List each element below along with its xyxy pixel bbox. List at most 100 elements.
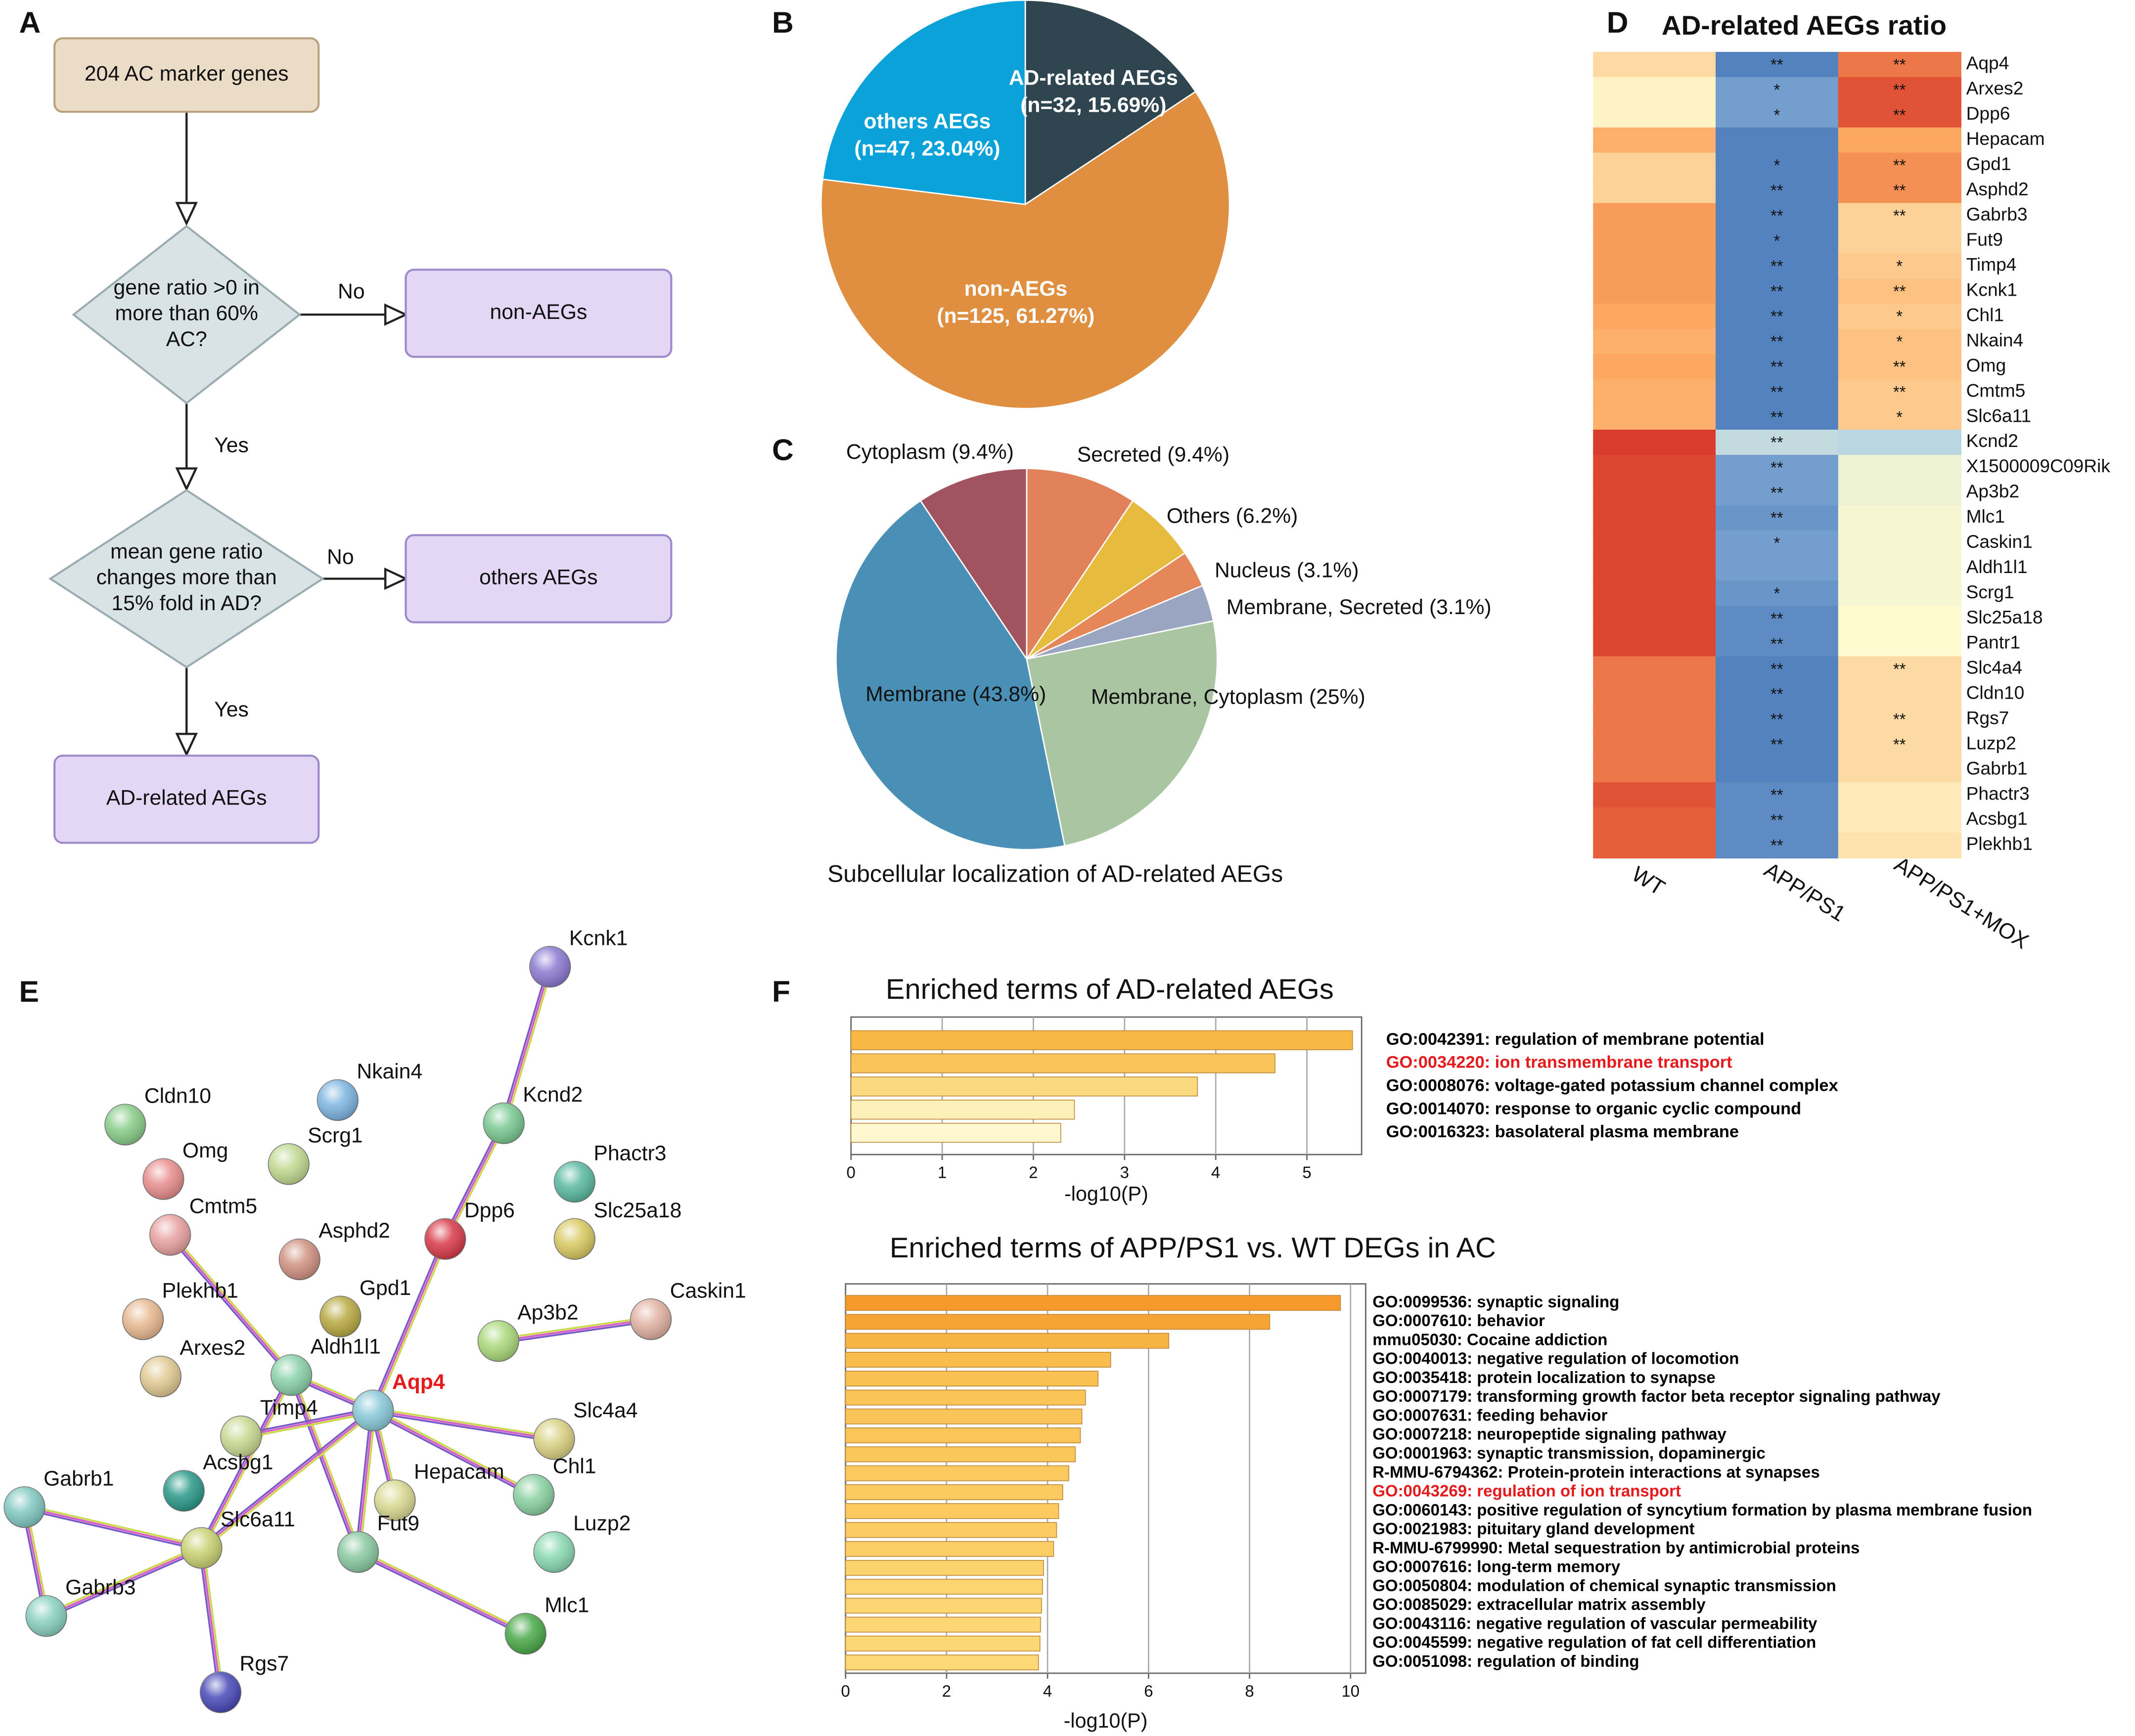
- bar: [845, 1598, 1042, 1614]
- heatmap-cell: [1838, 127, 1961, 154]
- bar: [845, 1579, 1043, 1595]
- category-label: GO:0050804: modulation of chemical synap…: [1372, 1576, 1836, 1595]
- heatmap-cell: [1716, 253, 1839, 279]
- significance: **: [1893, 106, 1906, 124]
- heatmap-cell: [1593, 832, 1717, 859]
- network-edge: [373, 1409, 554, 1440]
- panel-label: D: [1607, 5, 1629, 39]
- x-tick-label: 2: [942, 1682, 951, 1700]
- network-edge: [290, 1375, 359, 1553]
- node-shine: [26, 1596, 67, 1637]
- slice-label: Membrane, Secreted (3.1%): [1226, 595, 1492, 619]
- x-tick-label: 6: [1144, 1682, 1153, 1700]
- node-shine: [505, 1613, 546, 1654]
- flow-box: [405, 268, 673, 358]
- slice-label: Membrane, Cytoplasm (25%): [1091, 685, 1365, 709]
- slice-value: (43.8%): [972, 682, 1046, 706]
- network-edge: [241, 1412, 374, 1440]
- heatmap-cell: [1716, 278, 1839, 305]
- heatmap-cell: [1593, 203, 1717, 229]
- category-label: GO:0042391: regulation of membrane poten…: [1386, 1030, 1765, 1049]
- category-label: GO:0045599: negative regulation of fat c…: [1372, 1633, 1816, 1651]
- heatmap-cell: [1838, 555, 1961, 581]
- heatmap-cell: [1838, 631, 1961, 657]
- bar: [845, 1503, 1059, 1519]
- flow-text: others AEGs: [479, 566, 597, 589]
- bar: [845, 1295, 1341, 1311]
- node-label: Cmtm5: [189, 1195, 257, 1218]
- significance: **: [1771, 786, 1783, 804]
- arrow-head: [175, 467, 198, 491]
- node-label: Gpd1: [360, 1276, 411, 1300]
- panel-label: A: [19, 5, 41, 39]
- heatmap-cell: [1716, 631, 1839, 657]
- flow-box: [53, 37, 320, 113]
- bar: [845, 1446, 1076, 1463]
- row-label: Plekhb1: [1966, 833, 2033, 854]
- heatmap-cell: [1716, 707, 1839, 733]
- network-edge: [24, 1506, 202, 1549]
- heatmap-cell: [1838, 832, 1961, 859]
- node-shine: [534, 1419, 575, 1460]
- row-label: Aqp4: [1966, 52, 2009, 73]
- slice-value: (6.2%): [1236, 504, 1298, 528]
- slice-category: Membrane: [865, 682, 966, 706]
- significance: **: [1771, 685, 1783, 703]
- network-edge: [200, 1375, 292, 1549]
- network-edge: [372, 1409, 535, 1496]
- bar: [850, 1030, 1353, 1050]
- category-label: GO:0007610: behavior: [1372, 1311, 1545, 1330]
- column-label: WT: [1628, 862, 1669, 900]
- category-label: GO:0060143: positive regulation of syncy…: [1372, 1501, 2032, 1519]
- heatmap-cell: [1593, 480, 1717, 506]
- arrow-head: [175, 733, 198, 757]
- slice-label: Membrane (43.8%): [865, 682, 1046, 706]
- heatmap-cell: [1838, 782, 1961, 808]
- node-label: Asphd2: [318, 1219, 390, 1243]
- significance: *: [1896, 408, 1903, 426]
- heatmap-cell: [1716, 354, 1839, 380]
- network-edge: [373, 1407, 555, 1438]
- heatmap-cell: [1838, 228, 1961, 254]
- heatmap-cell: [1716, 379, 1839, 405]
- significance: **: [1771, 257, 1783, 275]
- node-label: Aqp4: [392, 1370, 445, 1394]
- node-label: Phactr3: [593, 1141, 666, 1165]
- network-edge: [45, 1547, 202, 1617]
- heatmap-cell: [1716, 807, 1839, 834]
- slice-category: Secreted: [1077, 443, 1162, 467]
- node-shine: [554, 1218, 595, 1260]
- node-label: Omg: [182, 1139, 228, 1162]
- node-label: Nkain4: [357, 1060, 422, 1083]
- slice-label: Cytoplasm (9.4%): [846, 440, 1014, 464]
- network-edge: [373, 1408, 536, 1494]
- row-label: Aldh1l1: [1966, 556, 2028, 577]
- node-shine: [200, 1672, 241, 1713]
- significance: **: [1771, 357, 1783, 376]
- significance: **: [1893, 156, 1906, 175]
- significance: **: [1771, 307, 1783, 325]
- chart-title: Enriched terms of APP/PS1 vs. WT DEGs in…: [890, 1232, 1496, 1264]
- row-label: Slc6a11: [1966, 405, 2032, 426]
- network-edge: [370, 1238, 445, 1410]
- node-label: Fut9: [377, 1512, 419, 1535]
- flow-text: AD-related AEGs: [106, 786, 267, 810]
- heatmap-cell: [1838, 404, 1961, 431]
- edge-label: Yes: [214, 434, 249, 457]
- chart-title: Subcellular localization of AD-related A…: [827, 860, 1283, 887]
- bar: [845, 1484, 1063, 1500]
- node-shine: [478, 1320, 519, 1362]
- slice-category: Membrane, Secreted: [1226, 595, 1423, 619]
- row-label: Nkain4: [1966, 330, 2024, 351]
- heatmap-cell: [1593, 404, 1717, 431]
- node-label: Hepacam: [414, 1460, 504, 1484]
- heatmap-cell: [1716, 505, 1839, 532]
- network-edge: [357, 1553, 525, 1637]
- significance: **: [1771, 609, 1783, 627]
- heatmap-cell: [1593, 757, 1717, 783]
- heatmap-cell: [1838, 253, 1961, 279]
- node-label: Mlc1: [545, 1593, 589, 1617]
- significance: *: [1773, 156, 1780, 175]
- row-label: Ap3b2: [1966, 481, 2019, 501]
- edge-label: No: [338, 280, 365, 304]
